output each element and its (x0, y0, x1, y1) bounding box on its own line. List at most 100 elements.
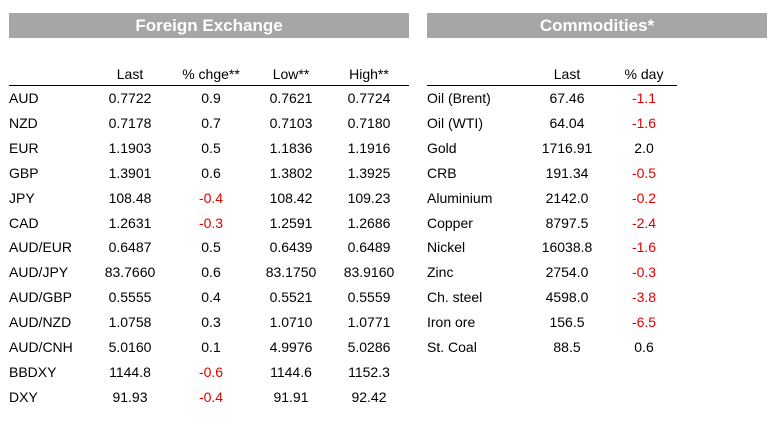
cell-high: 0.7180 (347, 114, 391, 131)
table-row: Oil (Brent) 67.46 -1.1 (427, 86, 677, 111)
table-row: Nickel 16038.8 -1.6 (427, 235, 677, 260)
cell-name: Gold (427, 139, 457, 156)
cell-name: NZD (9, 114, 38, 131)
table-row: AUD 0.7722 0.9 0.7621 0.7724 (9, 86, 409, 111)
cell-day: -3.8 (631, 289, 657, 306)
cell-name: BBDXY (9, 363, 57, 380)
commodities-table-body: Oil (Brent) 67.46 -1.1 Oil (WTI) 64.04 -1.6 Go… (427, 86, 677, 360)
cell-high: 1152.3 (348, 363, 390, 380)
cell-high: 0.5559 (347, 289, 391, 306)
cell-day: -1.1 (631, 90, 657, 106)
cell-chg: 0.4 (201, 289, 221, 306)
cell-chg: 0.5 (201, 239, 221, 256)
cell-chg: 0.7 (201, 114, 221, 131)
cell-last: 5.0160 (108, 339, 152, 356)
cell-last: 2754.0 (545, 264, 589, 281)
cell-name: Zinc (427, 264, 454, 281)
cell-last: 88.5 (553, 339, 581, 356)
fx-header-high: High** (349, 66, 389, 82)
cell-name: GBP (9, 164, 39, 181)
cell-day: -0.2 (631, 189, 657, 206)
cell-name: DXY (9, 388, 38, 405)
table-row: AUD/EUR 0.6487 0.5 0.6439 0.6489 (9, 235, 409, 260)
cell-day: -0.3 (631, 264, 657, 281)
cell-high: 92.42 (351, 388, 387, 405)
cell-name: AUD/NZD (9, 314, 72, 331)
cell-high: 0.7724 (347, 90, 391, 106)
cell-high: 1.1916 (347, 139, 391, 156)
cell-chg: 0.5 (201, 139, 221, 156)
cell-last: 0.7722 (108, 90, 152, 106)
cell-last: 1.3901 (108, 164, 152, 181)
cell-low: 108.42 (269, 189, 313, 206)
table-row: Ch. steel 4598.0 -3.8 (427, 285, 677, 310)
cell-low: 4.9976 (269, 339, 313, 356)
table-row: EUR 1.1903 0.5 1.1836 1.1916 (9, 136, 409, 161)
cell-chg: 0.6 (201, 264, 221, 281)
cell-last: 1.0758 (108, 314, 152, 331)
cell-high: 1.3925 (347, 164, 391, 181)
table-row: AUD/NZD 1.0758 0.3 1.0710 1.0771 (9, 310, 409, 335)
cell-last: 108.48 (108, 189, 152, 206)
table-row: Zinc 2754.0 -0.3 (427, 260, 677, 285)
cell-low: 83.1750 (265, 264, 317, 281)
cell-chg: 0.1 (201, 339, 221, 356)
table-row: CAD 1.2631 -0.3 1.2591 1.2686 (9, 211, 409, 236)
cell-last: 16038.8 (541, 239, 593, 256)
cell-last: 156.5 (549, 314, 585, 331)
commodities-panel: Commodities* Last % day Oil (Brent) 67.46… (427, 13, 767, 360)
cell-low: 1144.6 (270, 363, 312, 380)
cell-last: 1.1903 (108, 139, 152, 156)
cell-name: Aluminium (427, 189, 493, 206)
table-row: DXY 91.93 -0.4 91.91 92.42 (9, 385, 409, 410)
cell-low: 0.5521 (269, 289, 313, 306)
fx-header-row: Last % chge** Low** High** (9, 64, 409, 86)
cell-name: St. Coal (427, 339, 477, 356)
cell-last: 0.6487 (108, 239, 152, 256)
foreign-exchange-panel: Foreign Exchange Last % chge** Low** Hig… (9, 13, 409, 410)
table-row: Iron ore 156.5 -6.5 (427, 310, 677, 335)
cell-high: 1.2686 (347, 214, 391, 231)
table-row: AUD/JPY 83.7660 0.6 83.1750 83.9160 (9, 260, 409, 285)
cell-name: AUD (9, 90, 39, 106)
cell-name: Nickel (427, 239, 466, 256)
cell-high: 5.0286 (347, 339, 391, 356)
commodities-header-row: Last % day (427, 64, 677, 86)
cell-day: 2.0 (634, 139, 654, 156)
table-row: St. Coal 88.5 0.6 (427, 335, 677, 360)
cell-high: 109.23 (347, 189, 391, 206)
commodities-header-last: Last (553, 66, 581, 82)
cell-low: 1.2591 (269, 214, 313, 231)
table-row: CRB 191.34 -0.5 (427, 161, 677, 186)
cell-chg: 0.6 (201, 164, 221, 181)
cell-day: 0.6 (634, 339, 654, 356)
cell-low: 1.1836 (269, 139, 313, 156)
fx-header-chge: % chge** (182, 66, 240, 82)
cell-last: 67.46 (549, 90, 585, 106)
cell-high: 83.9160 (343, 264, 395, 281)
table-row: NZD 0.7178 0.7 0.7103 0.7180 (9, 111, 409, 136)
cell-last: 8797.5 (545, 214, 589, 231)
cell-day: -2.4 (631, 214, 657, 231)
cell-name: AUD/JPY (9, 264, 69, 281)
cell-chg: -0.6 (198, 363, 224, 380)
cell-day: -1.6 (631, 114, 657, 131)
cell-high: 1.0771 (347, 314, 391, 331)
table-row: BBDXY 1144.8 -0.6 1144.6 1152.3 (9, 360, 409, 385)
fx-header-last: Last (116, 66, 144, 82)
cell-name: Copper (427, 214, 473, 231)
foreign-exchange-table: Last % chge** Low** High** AUD 0.7722 0.9 0… (9, 64, 409, 410)
table-row: Copper 8797.5 -2.4 (427, 211, 677, 236)
cell-name: CRB (427, 164, 457, 181)
commodities-header-name (427, 64, 523, 86)
table-row: Gold 1716.91 2.0 (427, 136, 677, 161)
cell-last: 1.2631 (108, 214, 152, 231)
cell-day: -0.5 (631, 164, 657, 181)
cell-last: 91.93 (112, 388, 148, 405)
cell-low: 0.7103 (269, 114, 313, 131)
table-row: JPY 108.48 -0.4 108.42 109.23 (9, 186, 409, 211)
cell-last: 4598.0 (545, 289, 589, 306)
cell-day: -1.6 (631, 239, 657, 256)
cell-name: Ch. steel (427, 289, 483, 306)
cell-last: 1144.8 (109, 363, 151, 380)
